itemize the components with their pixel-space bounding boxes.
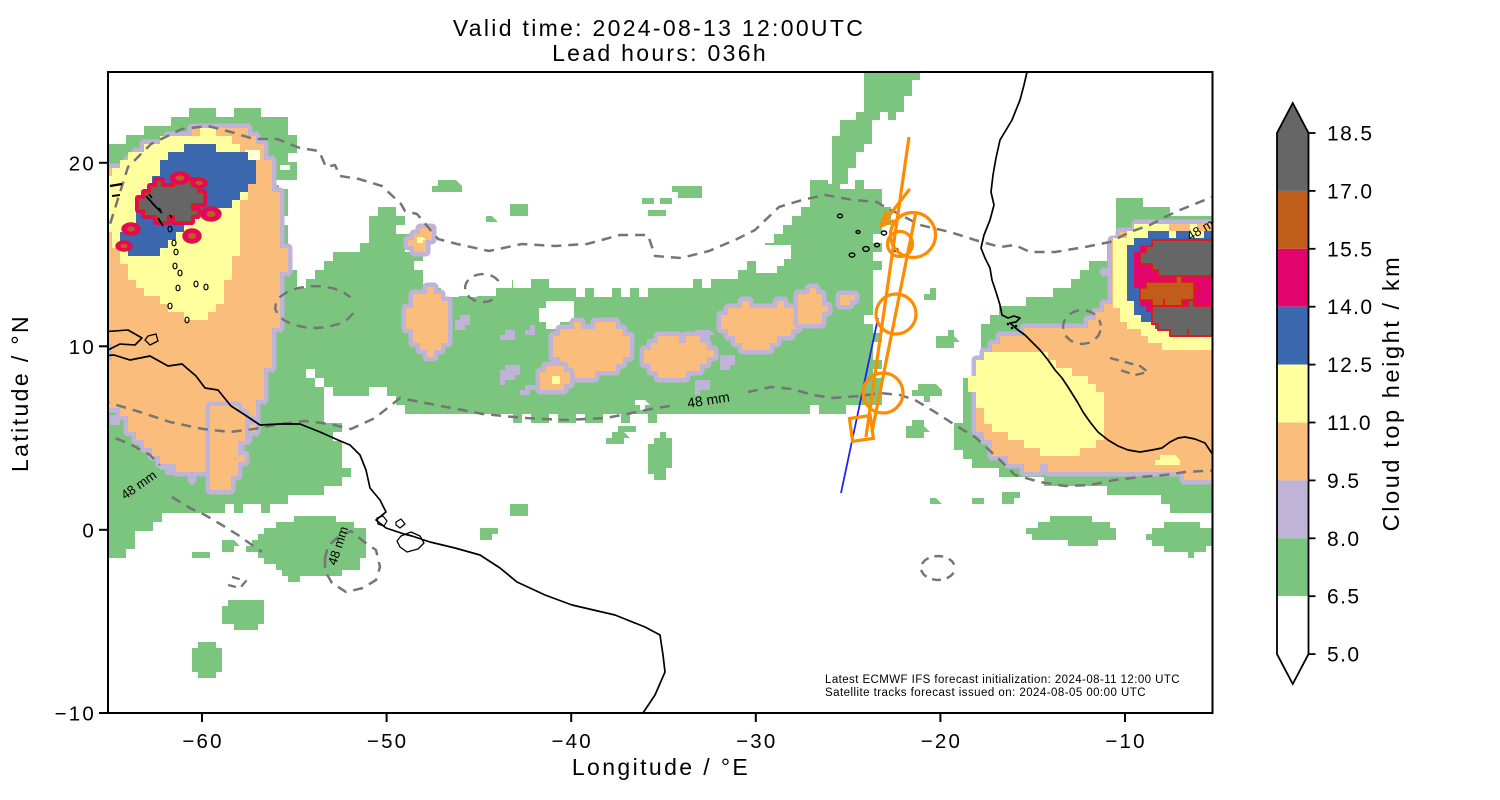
svg-text:Satellite tracks forecast issu: Satellite tracks forecast issued on: 202… [825, 687, 1146, 699]
svg-text:−50: −50 [367, 730, 408, 753]
svg-text:Cloud top height / km: Cloud top height / km [1378, 255, 1404, 532]
svg-text:Latest ECMWF IFS forecast init: Latest ECMWF IFS forecast initialization… [825, 674, 1180, 686]
svg-text:−20: −20 [921, 730, 962, 753]
svg-text:−40: −40 [552, 730, 593, 753]
svg-text:10: 10 [69, 336, 96, 359]
svg-text:6.5: 6.5 [1327, 586, 1360, 609]
svg-text:15.5: 15.5 [1327, 238, 1373, 261]
svg-text:Latitude / °N: Latitude / °N [7, 314, 33, 472]
svg-text:12.5: 12.5 [1327, 354, 1373, 377]
svg-text:Valid time: 2024-08-13 12:00UT: Valid time: 2024-08-13 12:00UTC [453, 15, 865, 41]
svg-text:−10: −10 [55, 703, 96, 726]
svg-text:20: 20 [69, 152, 96, 175]
svg-text:48 mm: 48 mm [686, 388, 731, 410]
svg-text:−60: −60 [182, 730, 223, 753]
svg-text:−30: −30 [736, 730, 777, 753]
svg-text:−10: −10 [1105, 730, 1146, 753]
svg-text:Longitude / °E: Longitude / °E [572, 754, 750, 780]
svg-text:9.5: 9.5 [1327, 470, 1360, 493]
svg-text:Lead hours: 036h: Lead hours: 036h [552, 40, 768, 66]
svg-text:18.5: 18.5 [1327, 123, 1373, 146]
svg-text:11.0: 11.0 [1327, 412, 1372, 435]
svg-text:5.0: 5.0 [1327, 644, 1360, 667]
svg-text:8.0: 8.0 [1327, 528, 1360, 551]
svg-text:14.0: 14.0 [1327, 296, 1373, 319]
svg-text:0: 0 [82, 519, 96, 542]
svg-text:17.0: 17.0 [1327, 180, 1373, 203]
